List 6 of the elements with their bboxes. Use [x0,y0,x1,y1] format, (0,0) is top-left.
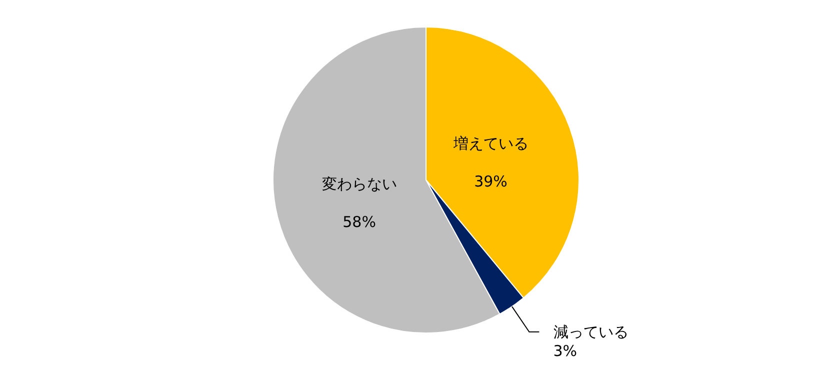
data-label: 58% [342,213,376,232]
slice-label: 変わらない [322,175,397,194]
data-label: 3% [553,342,577,360]
slice-label: 増えている [452,134,528,153]
slice-label: 減っている [554,322,629,341]
data-label: 39% [474,172,508,191]
